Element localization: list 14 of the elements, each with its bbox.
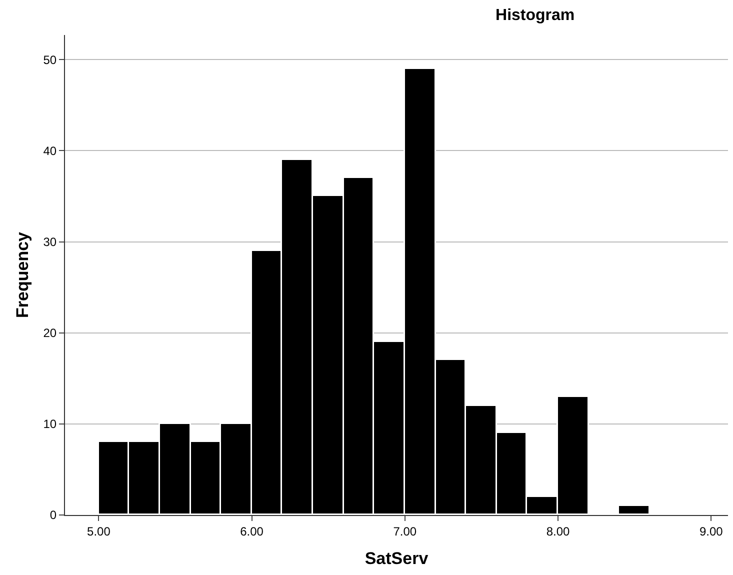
- x-tick-label: 6.00: [240, 524, 264, 538]
- y-tick-label: 40: [43, 144, 57, 158]
- y-tick-label: 20: [43, 326, 57, 340]
- x-tick-label: 7.00: [393, 524, 417, 538]
- chart-title: Histogram: [496, 6, 575, 24]
- y-tick-label: 30: [43, 234, 57, 249]
- y-tick-label: 50: [43, 52, 57, 67]
- x-tick-label: 5.00: [87, 524, 111, 538]
- x-tick-label: 9.00: [699, 524, 724, 538]
- y-axis-title: Frequency: [12, 231, 32, 318]
- y-tick-label: 0: [50, 508, 57, 522]
- x-axis-title: SatServ: [364, 548, 429, 568]
- x-tick-label: 8.00: [546, 524, 570, 538]
- y-tick-label: 10: [43, 417, 57, 432]
